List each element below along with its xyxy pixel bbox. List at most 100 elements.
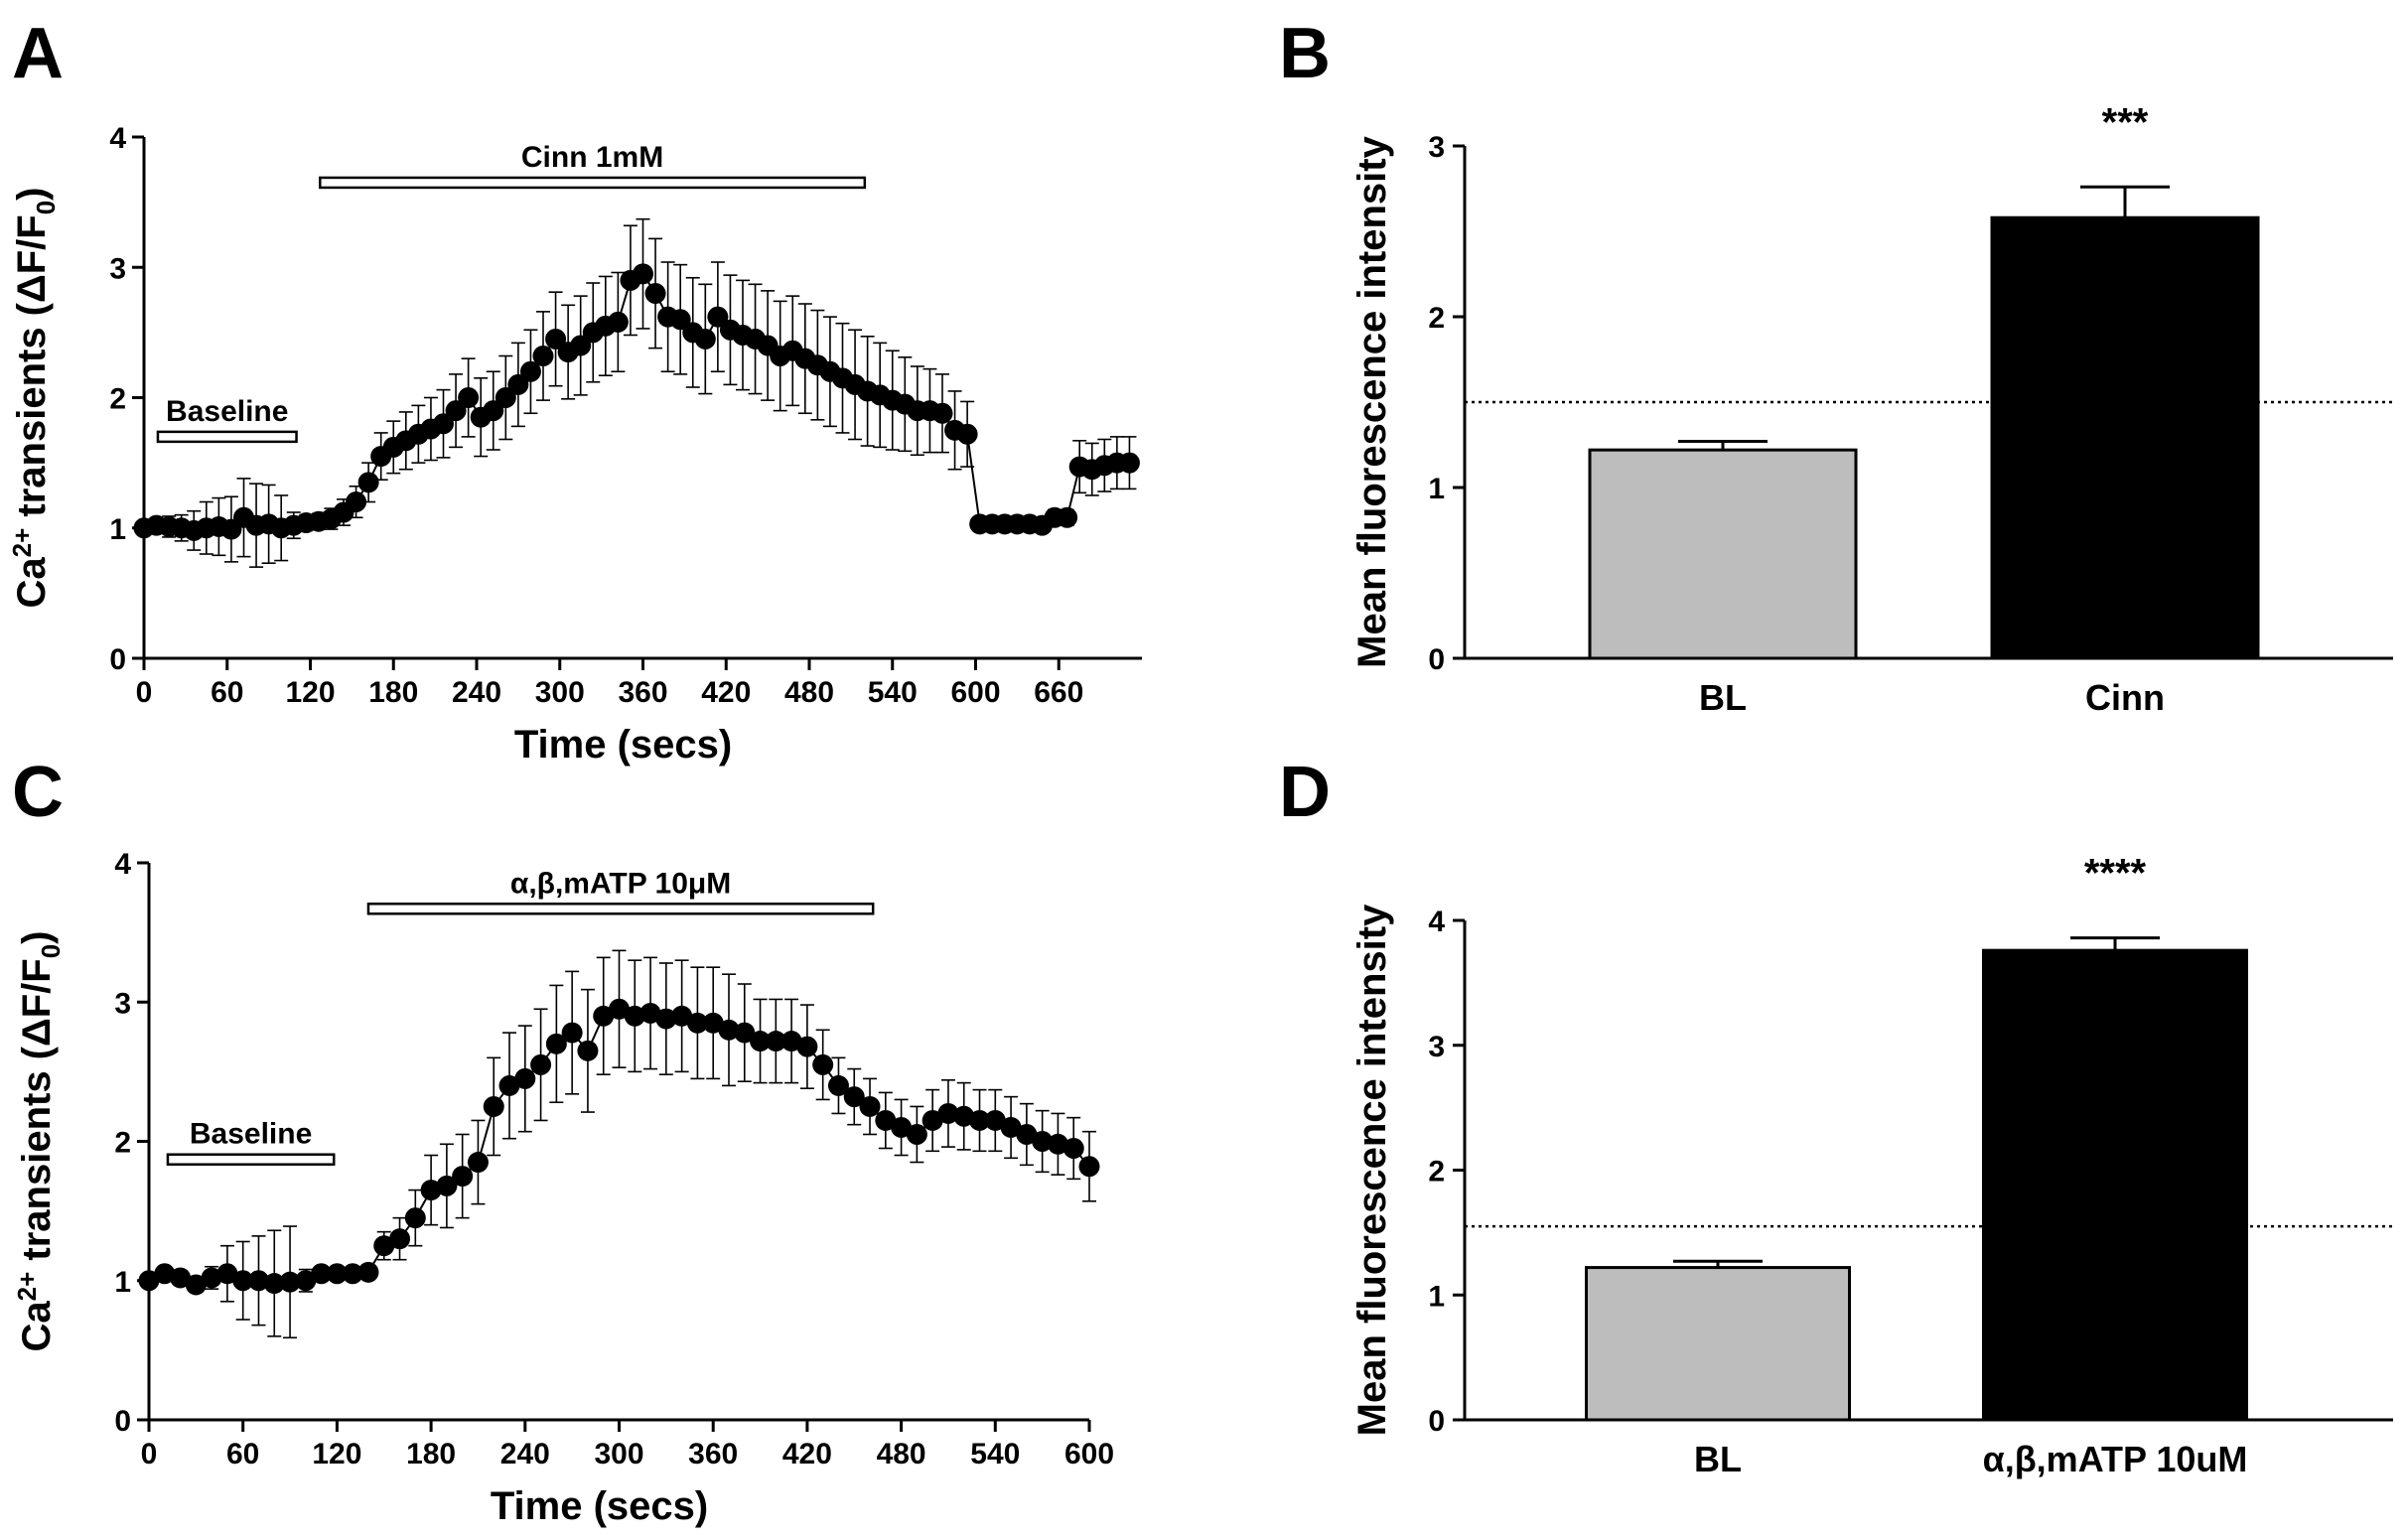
data-point: [445, 400, 467, 422]
data-point: [483, 1095, 504, 1117]
data-point: [420, 1180, 442, 1201]
data-point: [201, 1267, 222, 1289]
panel-letter-d: D: [1279, 753, 1331, 832]
x-tick-label: 420: [701, 676, 751, 709]
data-point: [452, 1166, 474, 1188]
y-tick-label: 1: [1428, 473, 1445, 505]
data-point: [458, 387, 480, 408]
data-point: [498, 1074, 520, 1096]
data-point: [655, 1008, 677, 1030]
data-point: [495, 387, 516, 408]
data-point: [875, 1109, 897, 1131]
data-point: [707, 306, 729, 328]
x-axis-title: Time (secs): [491, 1484, 708, 1528]
data-point: [906, 1123, 927, 1145]
y-tick-label: 1: [109, 513, 126, 546]
data-point: [1062, 1138, 1084, 1160]
data-point: [514, 1067, 536, 1089]
data-point: [507, 373, 529, 395]
x-tick-label: 240: [500, 1438, 550, 1470]
data-point: [969, 1109, 991, 1131]
data-point: [436, 1175, 458, 1196]
data-point: [154, 1263, 176, 1285]
data-point: [373, 1235, 395, 1257]
chart-panel-c: 0 1 2 3 4 0 60 120 180 240 300 360 420 480 540 600 Time …: [12, 848, 1114, 1528]
data-point: [530, 1053, 552, 1075]
y-tick-label: 3: [114, 987, 131, 1020]
x-tick-label: 60: [226, 1438, 259, 1470]
data-point: [232, 1270, 254, 1292]
data-point: [1078, 1156, 1100, 1178]
data-point: [639, 1002, 661, 1024]
data-point: [931, 402, 953, 424]
data-point: [843, 1086, 865, 1108]
x-tick-label: 180: [406, 1438, 456, 1470]
data-point: [750, 1031, 772, 1052]
significance-label: ****: [2084, 852, 2147, 896]
bar: [1585, 1266, 1851, 1422]
data-point: [891, 1116, 913, 1138]
data-point: [519, 360, 541, 382]
x-tick-label: 0: [136, 676, 153, 709]
x-tick-label: 480: [784, 676, 834, 709]
annotation-label: Cinn 1mM: [521, 141, 663, 174]
panel-letter-b: B: [1279, 14, 1331, 93]
data-point: [311, 1263, 333, 1285]
y-tick-label: 2: [1428, 302, 1445, 335]
data-point: [389, 1228, 411, 1250]
data-point: [357, 1261, 379, 1283]
bar: [1588, 448, 1858, 660]
x-tick-label: 540: [970, 1438, 1020, 1470]
data-point: [593, 1005, 615, 1027]
panel-letter-c: C: [12, 753, 64, 832]
data-point: [812, 1053, 834, 1075]
data-point: [702, 1012, 724, 1034]
y-axis-title-mid: transients (ΔF/F: [15, 958, 59, 1271]
y-axis-title: Mean fluorescence intensity: [1350, 904, 1394, 1436]
y-tick-label: 0: [109, 643, 126, 676]
data-point: [1000, 1116, 1022, 1138]
data-point: [404, 1207, 426, 1229]
annotation-label: Baseline: [190, 1118, 312, 1151]
data-point: [1057, 506, 1078, 528]
y-axis-title-end: ): [10, 187, 54, 200]
x-tick-label: 300: [594, 1438, 643, 1470]
x-tick-label: 120: [285, 676, 335, 709]
data-point: [295, 1270, 317, 1292]
category-label: BL: [1694, 1439, 1742, 1479]
y-axis-title-sup: 2+: [7, 528, 37, 558]
x-tick-label: 60: [211, 676, 243, 709]
data-point: [694, 328, 716, 350]
series-line: [143, 272, 1130, 532]
significance-label: ***: [2102, 100, 2149, 144]
data-point: [669, 309, 691, 331]
annotation-label: Baseline: [166, 395, 288, 428]
data-point: [765, 1031, 786, 1052]
x-axis-title: Time (secs): [514, 723, 732, 767]
annotation-bar: [366, 903, 875, 915]
data-point: [170, 1267, 192, 1289]
x-tick-label: 600: [950, 676, 1000, 709]
x-tick-label: 600: [1064, 1438, 1114, 1470]
data-point: [216, 1263, 238, 1285]
category-label: Cinn: [2085, 677, 2165, 718]
data-point: [859, 1095, 881, 1117]
data-point: [577, 1040, 599, 1061]
data-point: [1047, 1133, 1068, 1155]
bar: [1990, 215, 2260, 660]
data-point: [607, 311, 629, 333]
annotation-label: α,β,mATP 10μM: [510, 867, 731, 900]
data-point: [138, 1270, 160, 1292]
x-tick-label: 540: [868, 676, 918, 709]
y-tick-label: 0: [114, 1405, 131, 1438]
y-axis-title-end: ): [15, 930, 59, 943]
data-point: [984, 1109, 1006, 1131]
data-point: [937, 1102, 959, 1124]
x-tick-label: 180: [368, 676, 418, 709]
data-point: [545, 328, 567, 350]
y-tick-label: 2: [1428, 1156, 1445, 1189]
y-tick-label: 3: [1428, 1031, 1445, 1063]
y-axis-title-sub: 0: [36, 944, 66, 958]
y-axis-title-sup: 2+: [12, 1272, 42, 1302]
